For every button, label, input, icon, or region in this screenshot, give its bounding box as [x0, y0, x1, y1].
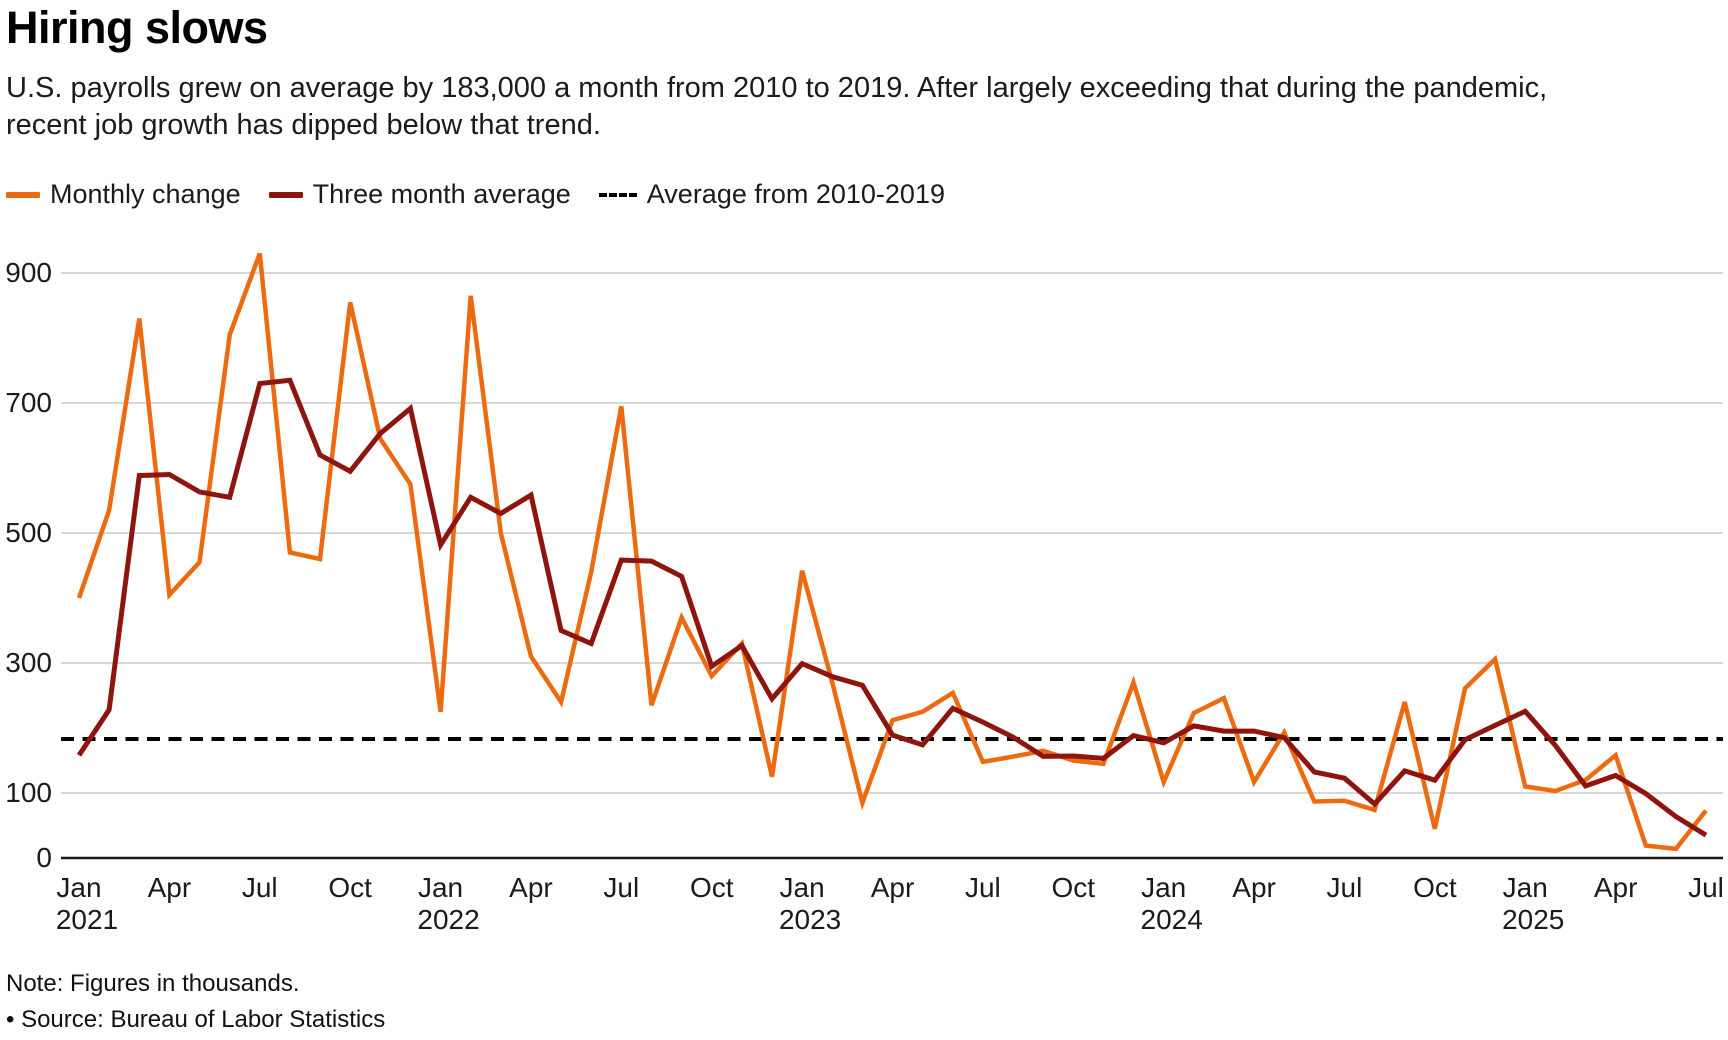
- chart-note: Note: Figures in thousands.: [6, 970, 300, 997]
- legend-item-average-2010-2019: Average from 2010-2019: [598, 179, 945, 210]
- x-tick-Jul: Jul: [241, 872, 278, 903]
- chart-legend: Monthly change Three month average Avera…: [6, 179, 945, 210]
- x-tick-year-2025: 2025: [1502, 904, 1565, 935]
- y-tick-700: 700: [5, 387, 52, 418]
- x-tick-Jan2025: Jan: [1502, 872, 1548, 903]
- y-tick-0: 0: [36, 842, 52, 873]
- x-tick-Jul: Jul: [1326, 872, 1363, 903]
- y-tick-900: 900: [5, 257, 52, 288]
- x-tick-Jan2023: Jan: [779, 872, 825, 903]
- chart-subtitle: U.S. payrolls grew on average by 183,000…: [6, 70, 1547, 144]
- x-tick-year-2021: 2021: [55, 904, 119, 935]
- x-tick-Oct: Oct: [1413, 872, 1457, 903]
- x-tick-Jul: Jul: [1688, 872, 1724, 903]
- x-tick-Jul: Jul: [603, 872, 640, 903]
- chart-source: • Source: Bureau of Labor Statistics: [6, 1006, 386, 1033]
- legend-label: Average from 2010-2019: [646, 179, 945, 209]
- legend-item-three-month-average: Three month average: [268, 179, 571, 210]
- legend-item-monthly-change: Monthly change: [6, 179, 241, 210]
- x-tick-year-2023: 2023: [778, 904, 842, 935]
- dark-red-line-swatch-icon: [268, 191, 303, 198]
- x-tick-Jan2021: Jan: [56, 872, 102, 903]
- x-tick-Jul: Jul: [964, 872, 1001, 903]
- legend-label: Three month average: [312, 179, 571, 209]
- orange-line-swatch-icon: [6, 191, 40, 198]
- x-tick-Oct: Oct: [328, 872, 372, 903]
- y-tick-100: 100: [5, 777, 52, 808]
- x-tick-year-2022: 2022: [417, 904, 480, 935]
- x-tick-Apr: Apr: [1232, 872, 1276, 903]
- x-tick-Oct: Oct: [1051, 872, 1096, 903]
- x-tick-Apr: Apr: [870, 872, 915, 903]
- x-tick-Oct: Oct: [689, 872, 734, 903]
- x-tick-Jan2024: Jan: [1141, 872, 1187, 903]
- x-tick-Apr: Apr: [147, 872, 192, 903]
- subtitle-line-2: recent job growth has dipped below that …: [6, 109, 601, 141]
- monthly-change-line: [76, 252, 1708, 852]
- page-title: Hiring slows: [6, 2, 268, 53]
- x-tick-year-2024: 2024: [1140, 904, 1203, 935]
- y-tick-500: 500: [5, 517, 52, 548]
- x-tick-Apr: Apr: [1593, 872, 1638, 903]
- subtitle-line-1: U.S. payrolls grew on average by 183,000…: [6, 72, 1548, 104]
- x-tick-Jan2022: Jan: [417, 872, 464, 903]
- three-month-average-line: [76, 377, 1708, 838]
- y-tick-300: 300: [5, 647, 52, 678]
- legend-label: Monthly change: [50, 179, 241, 209]
- black-dashed-line-swatch-icon: [598, 192, 637, 197]
- x-tick-Apr: Apr: [509, 872, 553, 903]
